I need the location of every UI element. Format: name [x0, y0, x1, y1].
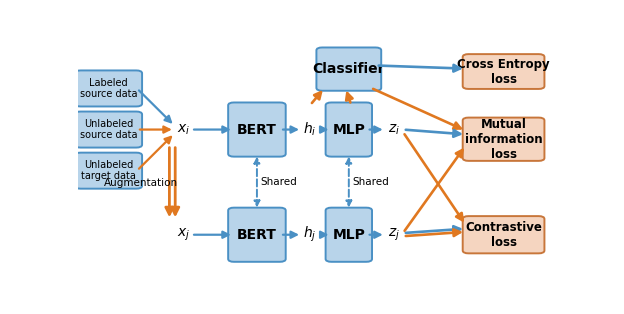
FancyBboxPatch shape	[463, 117, 544, 161]
FancyBboxPatch shape	[326, 102, 372, 157]
Text: Shared: Shared	[260, 177, 297, 187]
FancyBboxPatch shape	[326, 208, 372, 262]
FancyBboxPatch shape	[463, 54, 544, 89]
Text: Unlabeled
source data: Unlabeled source data	[80, 119, 137, 140]
Text: Augmentation: Augmentation	[104, 178, 178, 188]
Text: $z_j$: $z_j$	[388, 227, 400, 243]
FancyBboxPatch shape	[75, 153, 142, 189]
Text: Unlabeled
target data: Unlabeled target data	[81, 160, 136, 181]
FancyBboxPatch shape	[228, 208, 286, 262]
Text: $z_i$: $z_i$	[388, 122, 400, 137]
Text: BERT: BERT	[237, 228, 277, 242]
Text: $h_i$: $h_i$	[303, 121, 317, 138]
Text: BERT: BERT	[237, 122, 277, 137]
FancyBboxPatch shape	[316, 47, 381, 91]
Text: $x_i$: $x_i$	[177, 122, 190, 137]
FancyBboxPatch shape	[463, 216, 544, 253]
Text: Classifier: Classifier	[313, 62, 385, 76]
Text: MLP: MLP	[333, 228, 365, 242]
FancyBboxPatch shape	[75, 111, 142, 148]
Text: Contrastive
loss: Contrastive loss	[465, 221, 542, 249]
Text: $h_j$: $h_j$	[303, 225, 317, 244]
Text: $x_j$: $x_j$	[177, 227, 190, 243]
FancyBboxPatch shape	[228, 102, 286, 157]
Text: Labeled
source data: Labeled source data	[80, 78, 137, 99]
Text: Mutual
information
loss: Mutual information loss	[465, 118, 542, 161]
FancyBboxPatch shape	[75, 70, 142, 106]
Text: Cross Entropy
loss: Cross Entropy loss	[457, 57, 550, 85]
Text: MLP: MLP	[333, 122, 365, 137]
Text: Shared: Shared	[352, 177, 389, 187]
